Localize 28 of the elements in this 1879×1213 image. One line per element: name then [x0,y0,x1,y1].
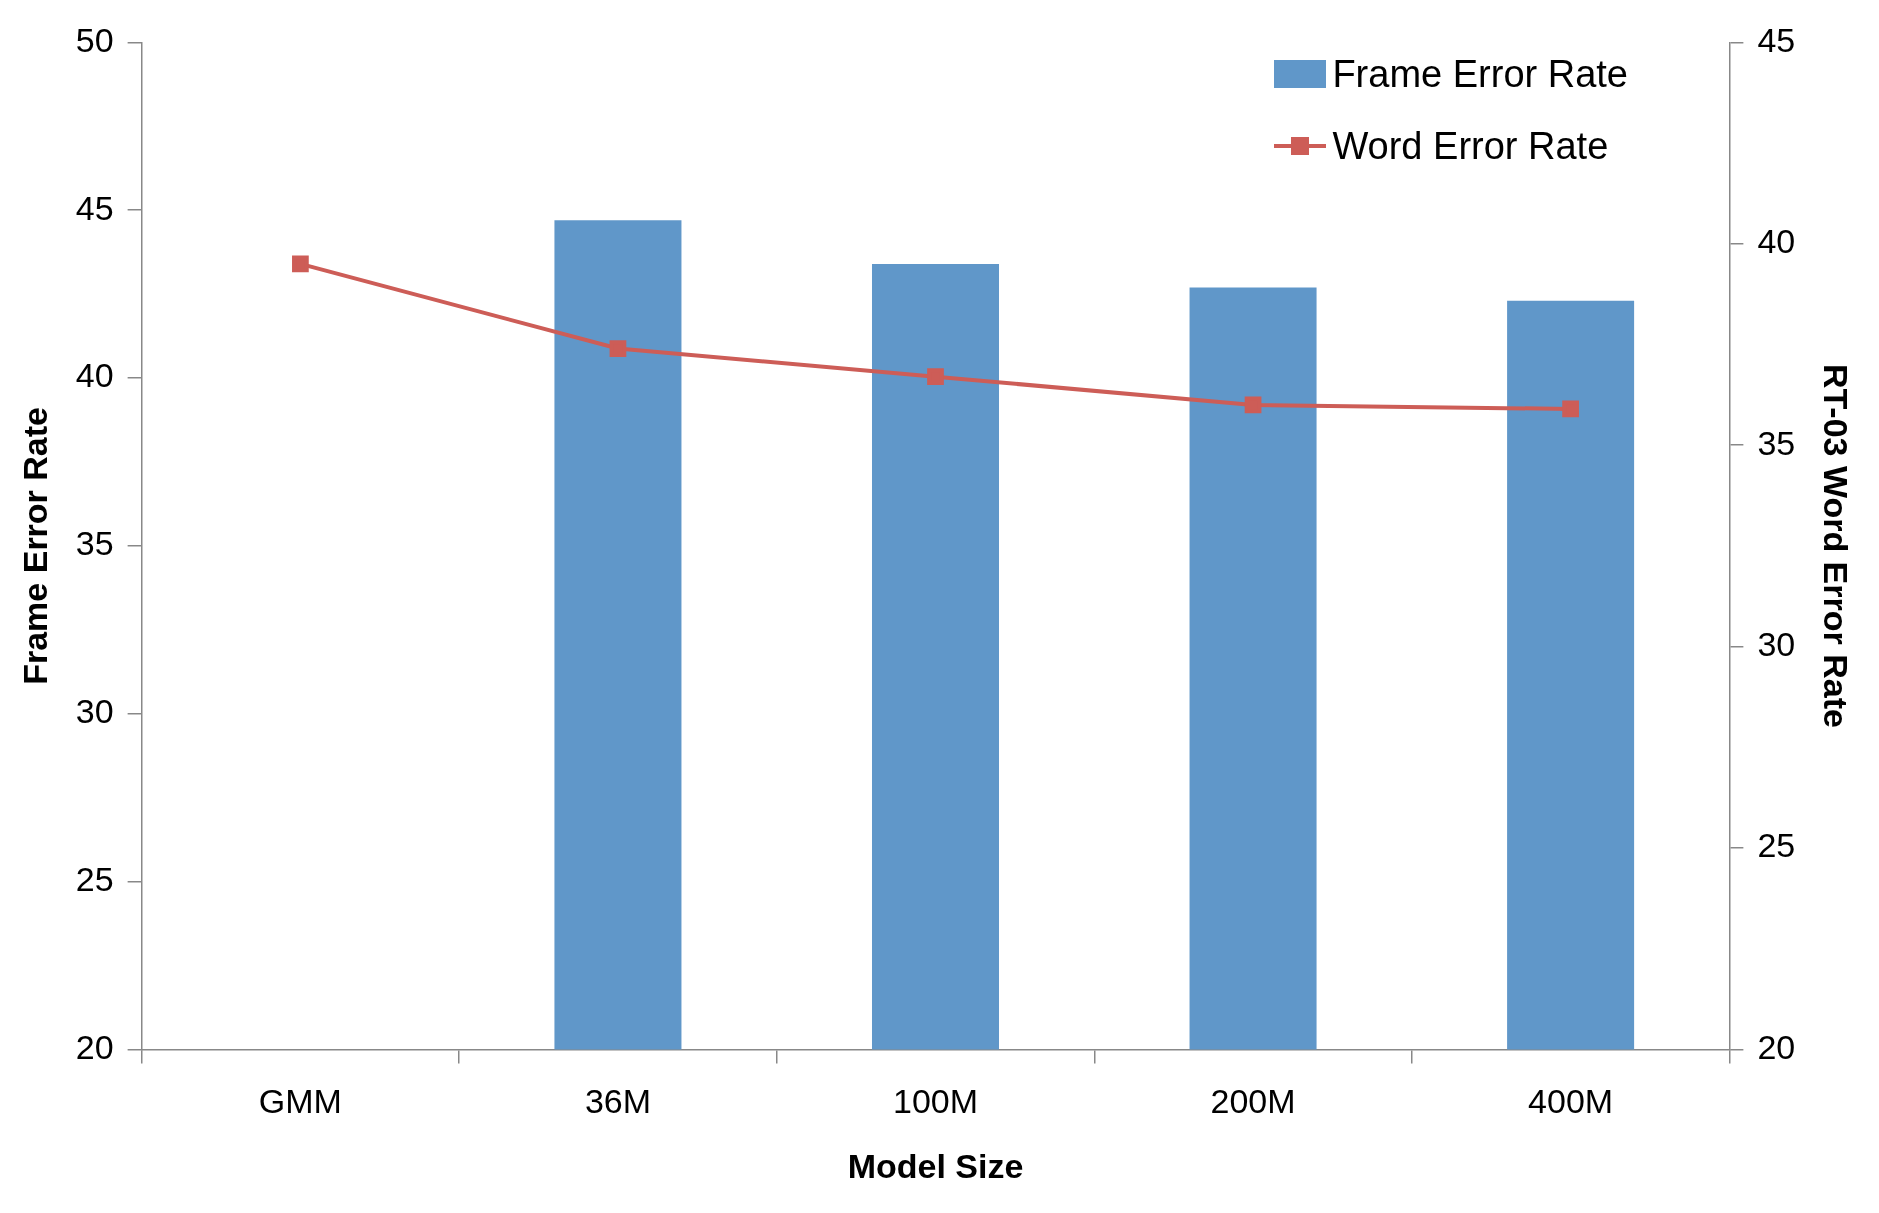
x-tick-label: 400M [1528,1082,1614,1121]
legend-label: Frame Error Rate [1332,52,1628,96]
y2-axis-title: RT-03 Word Error Rate [1817,363,1856,728]
y2-tick-label: 45 [1757,20,1796,59]
x-tick-label: 36M [584,1082,652,1121]
point [927,368,944,386]
y-tick-label: 40 [75,356,114,395]
y-tick-label: 20 [75,1027,114,1066]
point [1562,400,1579,418]
y2-tick-label: 25 [1757,826,1796,865]
point [1244,396,1262,414]
y-tick-label: 50 [75,20,114,59]
legend-label: Word Error Rate [1332,124,1609,168]
y-axis-title: Frame Error Rate [15,407,54,685]
x-tick-label: 100M [892,1082,979,1121]
y-tick-label: 25 [75,859,114,898]
point [609,340,627,357]
y-tick-label: 30 [75,692,114,731]
y-tick-label: 45 [75,188,114,227]
point [292,255,309,273]
x-tick-label: 200M [1210,1082,1296,1121]
x-tick-label: GMM [258,1082,342,1121]
y2-tick-label: 30 [1757,624,1796,663]
x-axis-title: Model Size [847,1146,1024,1185]
y2-tick-label: 20 [1757,1027,1796,1066]
y2-tick-label: 35 [1757,423,1796,462]
y2-tick-label: 40 [1757,222,1796,261]
y-tick-label: 35 [75,524,114,563]
